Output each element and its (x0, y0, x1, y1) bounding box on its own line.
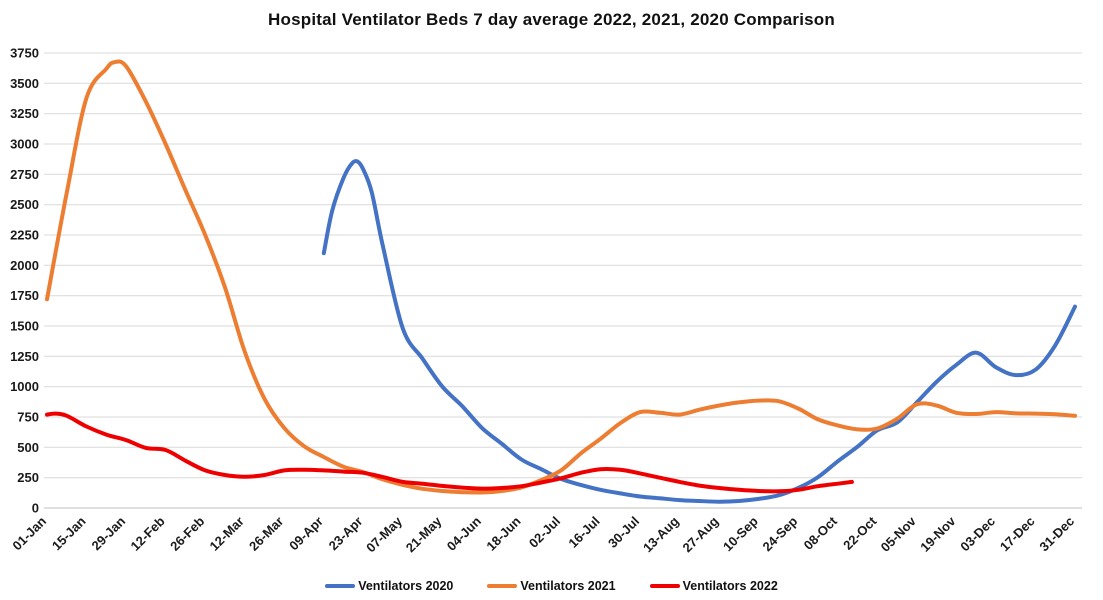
x-tick-label: 12-Feb (127, 513, 167, 553)
x-tick-label: 26-Mar (246, 514, 286, 554)
legend-label-ventilators-2020: Ventilators 2020 (358, 579, 454, 593)
x-tick-label: 10-Sep (720, 513, 761, 554)
x-tick-label: 22-Oct (840, 513, 880, 553)
y-tick-label: 1500 (10, 319, 39, 334)
x-tick-label: 13-Aug (640, 513, 682, 555)
x-tick-label: 02-Jul (526, 514, 563, 551)
x-tick-label: 05-Nov (878, 513, 920, 555)
x-tick-label: 27-Aug (680, 513, 722, 555)
x-tick-label: 30-Jul (605, 514, 642, 551)
legend-label-ventilators-2021: Ventilators 2021 (520, 579, 616, 593)
line-ventilators-2021 (45, 59, 1077, 495)
x-tick-label: 03-Dec (957, 514, 998, 555)
x-tick-label: 19-Nov (917, 513, 959, 555)
line-ventilators-2020 (321, 159, 1077, 504)
line-ventilators-2022 (45, 411, 854, 494)
x-tick-label: 26-Feb (167, 513, 207, 553)
x-tick-label: 23-Apr (326, 514, 366, 554)
legend-item-ventilators-2021: Ventilators 2021 (487, 579, 616, 593)
y-tick-label: 500 (17, 440, 39, 455)
x-tick-label: 07-May (363, 513, 405, 555)
legend-swatch-ventilators-2022 (649, 584, 680, 588)
x-tick-label: 09-Apr (286, 514, 326, 554)
y-tick-label: 750 (17, 410, 39, 425)
y-tick-label: 3250 (10, 106, 39, 121)
x-tick-label: 08-Oct (801, 513, 841, 553)
y-tick-label: 2000 (10, 258, 39, 273)
y-tick-label: 3000 (10, 137, 39, 152)
legend-swatch-ventilators-2020 (325, 584, 356, 588)
y-tick-label: 0 (32, 501, 39, 516)
x-tick-label: 15-Jan (49, 513, 89, 553)
x-tick-label: 31-Dec (1036, 514, 1077, 555)
x-tick-label: 04-Jun (444, 513, 484, 553)
legend-swatch-ventilators-2021 (487, 584, 518, 588)
y-tick-label: 250 (17, 470, 39, 485)
y-tick-label: 3750 (10, 46, 39, 61)
legend-item-ventilators-2020: Ventilators 2020 (325, 579, 453, 593)
y-tick-label: 1250 (10, 349, 39, 364)
x-tick-label: 12-Mar (207, 514, 247, 554)
x-tick-label: 01-Jan (9, 513, 49, 553)
y-tick-label: 1000 (10, 379, 39, 394)
y-tick-label: 2250 (10, 228, 39, 243)
y-tick-label: 1750 (10, 288, 39, 303)
y-tick-label: 3500 (10, 76, 39, 91)
x-tick-label: 16-Jul (565, 514, 602, 551)
x-tick-label: 17-Dec (997, 514, 1038, 555)
chart-title: Hospital Ventilator Beds 7 day average 2… (268, 10, 835, 29)
legend-item-ventilators-2022: Ventilators 2022 (649, 579, 778, 593)
x-tick-label: 24-Sep (760, 513, 801, 554)
y-tick-label: 2500 (10, 197, 39, 212)
x-tick-label: 29-Jan (88, 513, 128, 553)
y-tick-label: 2750 (10, 167, 39, 182)
legend-label-ventilators-2022: Ventilators 2022 (682, 579, 778, 593)
chart-legend: Ventilators 2020 Ventilators 2021 Ventil… (0, 579, 1103, 593)
x-tick-label: 18-Jun (483, 513, 523, 553)
x-tick-label: 21-May (403, 513, 445, 555)
